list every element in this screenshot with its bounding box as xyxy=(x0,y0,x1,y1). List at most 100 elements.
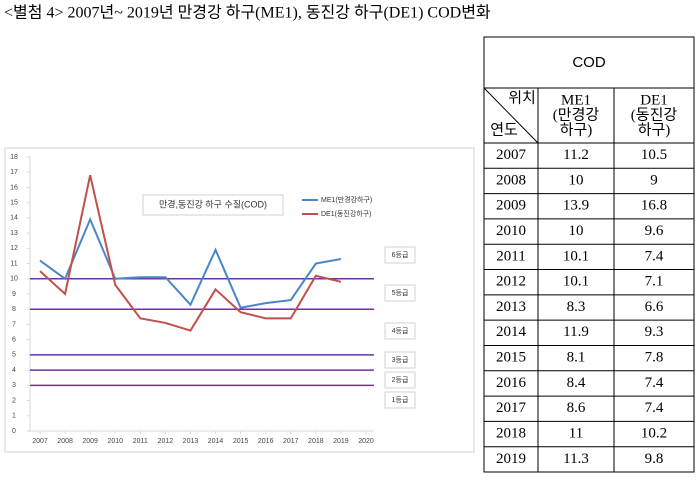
value-cell: 11.2 xyxy=(563,147,589,163)
grade-label: 3등급 xyxy=(392,356,409,364)
year-cell: 2014 xyxy=(496,324,527,340)
column-header: (동진강 xyxy=(631,106,678,123)
y-tick-label: 16 xyxy=(10,184,18,191)
x-tick-label: 2020 xyxy=(358,438,374,445)
x-tick-label: 2007 xyxy=(32,438,48,445)
value-cell: 9 xyxy=(650,172,658,188)
value-cell: 10 xyxy=(569,172,584,188)
x-tick-label: 2017 xyxy=(283,438,299,445)
value-cell: 16.8 xyxy=(641,198,667,214)
x-tick-label: 2012 xyxy=(158,438,174,445)
value-cell: 6.6 xyxy=(645,299,664,315)
year-cell: 2010 xyxy=(496,223,526,239)
year-cell: 2012 xyxy=(496,274,526,290)
y-tick-label: 15 xyxy=(10,200,18,207)
value-cell: 9.8 xyxy=(645,451,664,467)
value-cell: 11.9 xyxy=(563,324,589,340)
x-tick-label: 2019 xyxy=(333,438,349,445)
y-tick-label: 14 xyxy=(10,215,18,222)
column-header: 하구) xyxy=(638,121,671,138)
x-tick-label: 2014 xyxy=(208,438,224,445)
value-cell: 7.4 xyxy=(645,400,664,416)
grade-box xyxy=(384,322,416,340)
table-title: COD xyxy=(572,54,606,71)
grade-box xyxy=(384,246,416,264)
year-cell: 2007 xyxy=(496,147,527,163)
year-cell: 2017 xyxy=(496,400,527,416)
value-cell: 10.2 xyxy=(641,425,667,441)
legend-label: ME1(만경강하구) xyxy=(321,195,372,204)
year-cell: 2009 xyxy=(496,198,526,214)
value-cell: 11.3 xyxy=(563,451,589,467)
y-tick-label: 6 xyxy=(12,337,16,344)
column-header: DE1 xyxy=(640,92,668,108)
value-cell: 10.5 xyxy=(641,147,667,163)
y-tick-label: 0 xyxy=(12,428,16,435)
x-tick-label: 2008 xyxy=(57,438,73,445)
grade-label: 2등급 xyxy=(392,376,409,384)
value-cell: 8.3 xyxy=(567,299,586,315)
y-tick-label: 4 xyxy=(12,367,16,374)
x-tick-label: 2016 xyxy=(258,438,274,445)
grade-box xyxy=(384,371,416,389)
year-cell: 2018 xyxy=(496,425,526,441)
chart-title-box xyxy=(142,194,284,216)
value-cell: 7.4 xyxy=(645,375,664,391)
year-cell: 2013 xyxy=(496,299,526,315)
x-tick-label: 2013 xyxy=(183,438,199,445)
value-cell: 10 xyxy=(569,223,584,239)
y-tick-label: 12 xyxy=(10,245,18,252)
x-tick-label: 2010 xyxy=(107,438,123,445)
value-cell: 7.1 xyxy=(645,274,664,290)
value-cell: 10.1 xyxy=(563,248,589,264)
value-cell: 7.8 xyxy=(645,350,664,366)
value-cell: 11 xyxy=(569,425,583,441)
y-tick-label: 5 xyxy=(12,352,16,359)
series-line xyxy=(39,216,342,309)
y-tick-label: 13 xyxy=(10,230,18,237)
x-tick-label: 2015 xyxy=(233,438,249,445)
y-tick-label: 1 xyxy=(12,413,16,420)
table-rule xyxy=(483,87,539,144)
column-header: (만경강 xyxy=(553,106,600,123)
legend-label: DE1(동진강하구) xyxy=(321,209,371,218)
value-cell: 8.6 xyxy=(567,400,586,416)
value-cell: 10.1 xyxy=(563,274,589,290)
y-tick-label: 18 xyxy=(10,154,18,161)
y-tick-label: 2 xyxy=(12,397,16,404)
grade-label: 6등급 xyxy=(392,251,409,259)
y-tick-label: 7 xyxy=(12,321,16,328)
year-cell: 2019 xyxy=(496,451,526,467)
grade-box xyxy=(384,284,416,302)
column-header: ME1 xyxy=(561,92,591,108)
year-cell: 2011 xyxy=(496,248,525,264)
value-cell: 13.9 xyxy=(563,198,589,214)
y-tick-label: 9 xyxy=(12,291,16,298)
y-tick-label: 8 xyxy=(12,306,16,313)
grade-label: 1등급 xyxy=(392,396,409,404)
column-header: 하구) xyxy=(560,121,593,138)
value-cell: 7.4 xyxy=(645,248,664,264)
year-cell: 2016 xyxy=(496,375,527,391)
grade-label: 4등급 xyxy=(392,327,409,335)
value-cell: 8.4 xyxy=(567,375,586,391)
grade-box xyxy=(384,391,416,409)
doc-title: <별첨 4> 2007년~ 2019년 만경강 하구(ME1), 동진강 하구(… xyxy=(4,4,491,22)
corner-top: 위치 xyxy=(508,89,536,106)
value-cell: 9.3 xyxy=(645,324,664,340)
year-cell: 2015 xyxy=(496,350,526,366)
x-tick-label: 2011 xyxy=(133,438,148,445)
y-tick-label: 10 xyxy=(10,276,18,283)
y-tick-label: 3 xyxy=(12,382,16,389)
grade-label: 5등급 xyxy=(392,289,409,297)
y-tick-label: 11 xyxy=(10,260,17,267)
series-line xyxy=(39,175,342,332)
chart-title: 만경,동진강 하구 수질(COD) xyxy=(159,198,267,209)
corner-bottom: 연도 xyxy=(490,121,518,138)
x-tick-label: 2018 xyxy=(308,438,324,445)
value-cell: 9.6 xyxy=(645,223,664,239)
x-tick-label: 2009 xyxy=(82,438,98,445)
value-cell: 8.1 xyxy=(567,350,586,366)
